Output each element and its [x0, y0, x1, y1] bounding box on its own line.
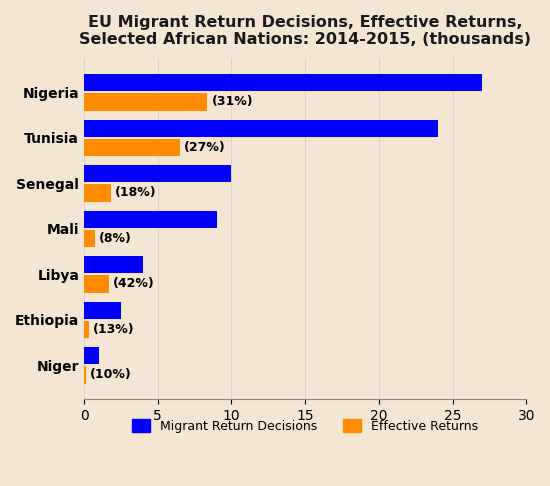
Bar: [84, 347, 99, 364]
Bar: [84, 256, 143, 274]
Bar: [84, 366, 86, 383]
Bar: [84, 74, 482, 91]
Text: (18%): (18%): [115, 187, 157, 199]
Text: (42%): (42%): [113, 278, 155, 291]
Text: (8%): (8%): [99, 232, 132, 245]
Bar: [84, 210, 217, 228]
Bar: [84, 139, 180, 156]
Bar: [84, 230, 95, 247]
Bar: [84, 93, 207, 111]
Bar: [84, 321, 89, 338]
Text: (31%): (31%): [212, 95, 254, 108]
Bar: [84, 165, 232, 182]
Bar: [84, 184, 111, 202]
Bar: [84, 302, 121, 319]
Title: EU Migrant Return Decisions, Effective Returns,
Selected African Nations: 2014-2: EU Migrant Return Decisions, Effective R…: [79, 15, 531, 48]
Text: (10%): (10%): [90, 368, 132, 382]
Text: (13%): (13%): [94, 323, 135, 336]
Text: (27%): (27%): [184, 141, 226, 154]
Bar: [84, 275, 109, 293]
Legend: Migrant Return Decisions, Effective Returns: Migrant Return Decisions, Effective Retu…: [126, 414, 483, 437]
Bar: [84, 120, 438, 137]
